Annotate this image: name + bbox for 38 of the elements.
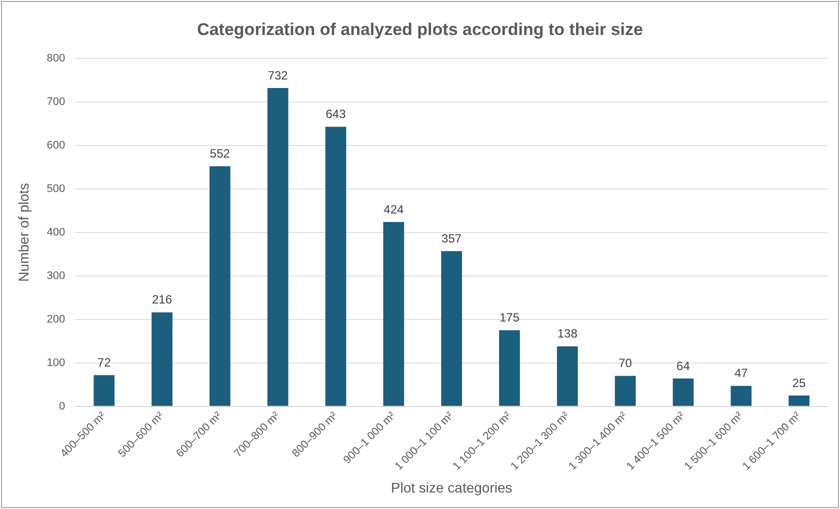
data-label: 357	[442, 231, 462, 246]
data-label: 25	[792, 376, 806, 390]
y-axis-title: Number of plots	[15, 182, 32, 282]
bar	[210, 166, 230, 406]
y-tick-label: 100	[46, 356, 66, 369]
chart-title: Categorization of analyzed plots according to their size	[197, 20, 643, 39]
data-label: 47	[734, 366, 748, 380]
data-label: 70	[618, 356, 632, 370]
bar	[614, 376, 636, 406]
y-tick-label: 400	[46, 226, 66, 238]
y-tick-label: 600	[46, 139, 66, 152]
bar	[383, 222, 404, 406]
bar	[94, 375, 115, 406]
data-label: 643	[326, 107, 346, 122]
y-tick-label: 200	[46, 313, 66, 326]
y-tick-label: 0	[59, 400, 66, 412]
data-label: 64	[676, 358, 690, 373]
data-label: 216	[152, 292, 172, 307]
y-tick-label: 500	[46, 182, 66, 195]
data-label: 72	[97, 355, 112, 370]
data-label: 552	[210, 146, 230, 161]
bar	[556, 346, 578, 406]
bar	[325, 126, 346, 406]
bar	[730, 386, 752, 406]
bar	[152, 312, 172, 406]
data-label: 175	[499, 310, 520, 325]
y-tick-label: 300	[46, 270, 66, 282]
y-tick-label: 800	[46, 52, 66, 64]
bar	[499, 330, 520, 406]
data-label: 424	[384, 202, 404, 216]
data-label: 732	[268, 68, 288, 82]
data-label: 138	[557, 326, 578, 341]
bar	[672, 378, 694, 406]
bar	[267, 88, 288, 406]
bar	[788, 396, 810, 406]
y-tick-label: 700	[46, 96, 66, 108]
x-axis-title: Plot size categories	[390, 479, 512, 496]
bar	[441, 251, 462, 406]
